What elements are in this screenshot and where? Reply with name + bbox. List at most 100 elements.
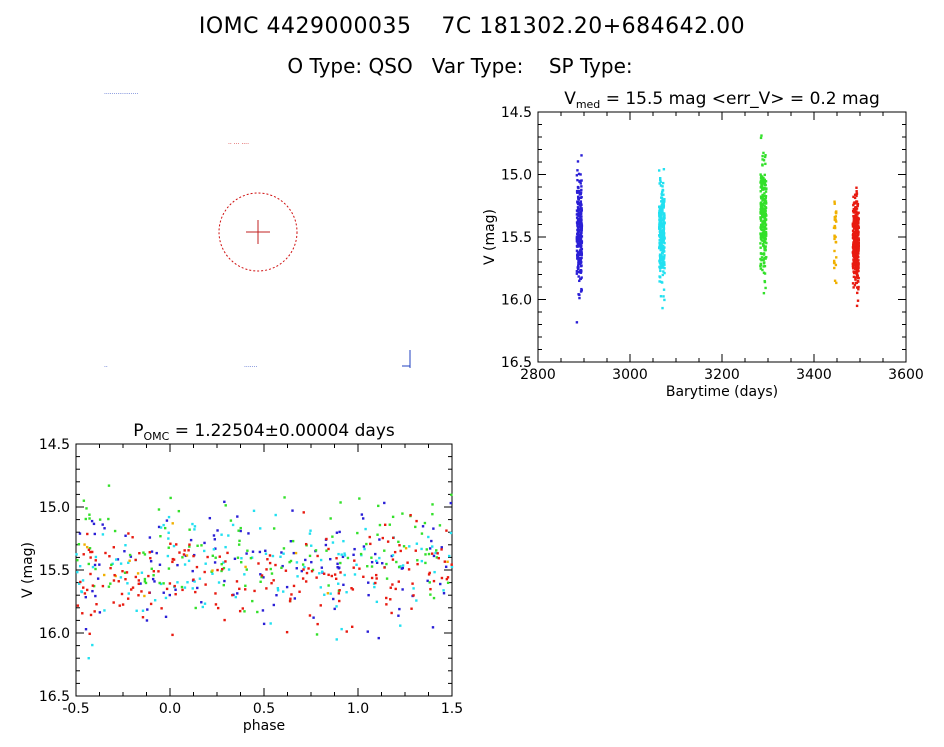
data-point-season5	[82, 586, 85, 589]
data-point-season5	[125, 571, 129, 574]
data-point-season5	[89, 556, 92, 559]
data-point-season1	[367, 593, 370, 597]
data-point-season5	[108, 555, 111, 558]
data-point-season2	[660, 223, 663, 227]
data-point-season5	[131, 586, 135, 589]
data-point-season5	[104, 551, 107, 555]
data-point-season1	[281, 564, 284, 568]
y-tick-label: 15.0	[501, 168, 532, 184]
data-point-season3	[194, 606, 197, 610]
data-point-season5	[319, 604, 322, 607]
data-point-season5	[223, 618, 226, 622]
data-point-season1	[400, 567, 404, 570]
data-point-season3	[314, 549, 318, 552]
data-point-season1	[576, 160, 580, 163]
data-point-season1	[439, 582, 442, 586]
data-point-season5	[117, 580, 120, 583]
data-point-season2	[662, 202, 665, 205]
data-point-season5	[446, 576, 450, 579]
data-point-season1	[576, 190, 579, 193]
data-point-season1	[208, 516, 212, 520]
data-point-season1	[374, 552, 377, 556]
data-point-season5	[375, 577, 378, 580]
data-point-season3	[385, 562, 388, 566]
data-point-season1	[149, 560, 153, 563]
data-point-season3	[764, 154, 767, 157]
data-point-season1	[320, 566, 324, 569]
data-point-season5	[310, 570, 314, 573]
data-point-season3	[764, 248, 767, 252]
data-point-season2	[141, 609, 145, 612]
data-point-season4	[83, 543, 86, 546]
data-point-season3	[763, 173, 766, 177]
data-point-season2	[343, 554, 347, 557]
data-point-season2	[661, 249, 664, 252]
data-point-season2	[662, 193, 665, 196]
data-point-season2	[373, 585, 376, 589]
data-point-season1	[375, 561, 379, 564]
data-point-season5	[195, 565, 199, 569]
data-point-season2	[282, 590, 285, 593]
data-point-season5	[93, 610, 96, 613]
data-point-season1	[579, 204, 582, 207]
data-point-season2	[343, 573, 346, 577]
data-point-season1	[578, 262, 582, 265]
data-point-season2	[342, 539, 345, 543]
data-point-season1	[440, 546, 443, 549]
data-point-season4	[834, 218, 837, 221]
data-point-season3	[259, 580, 262, 583]
data-point-season2	[252, 509, 256, 513]
data-point-season1	[162, 591, 165, 594]
data-point-season3	[229, 519, 233, 522]
data-point-season5	[855, 210, 858, 213]
data-point-season5	[175, 543, 178, 546]
data-point-season2	[274, 513, 277, 517]
data-point-season3	[759, 179, 763, 183]
data-point-season5	[221, 568, 224, 571]
data-point-season3	[760, 256, 764, 259]
data-point-season2	[658, 280, 661, 283]
data-point-season1	[578, 293, 581, 297]
data-point-season5	[855, 304, 859, 308]
data-point-season5	[127, 532, 130, 535]
data-point-season5	[856, 291, 859, 295]
data-point-season5	[851, 282, 855, 285]
data-point-season2	[661, 239, 664, 243]
data-point-season5	[856, 228, 859, 231]
plot-title-main: P	[133, 421, 143, 441]
data-point-season5	[292, 584, 296, 588]
data-point-season2	[76, 570, 79, 574]
data-point-season5	[85, 588, 89, 592]
data-point-season2	[159, 582, 163, 586]
data-point-season3	[402, 545, 406, 548]
data-point-season2	[240, 557, 243, 560]
data-point-season3	[762, 258, 765, 262]
data-point-season1	[421, 525, 425, 528]
data-point-season1	[310, 560, 313, 564]
data-point-season5	[218, 555, 221, 558]
data-point-season2	[663, 217, 666, 220]
data-point-season5	[416, 562, 419, 566]
data-point-season3	[220, 569, 223, 573]
data-point-season2	[187, 559, 191, 563]
data-point-season2	[375, 600, 379, 604]
data-point-season5	[851, 266, 855, 269]
data-point-season3	[761, 154, 764, 158]
data-point-season1	[189, 538, 193, 542]
data-point-season2	[186, 581, 189, 584]
data-point-season3	[283, 496, 286, 499]
data-point-season5	[853, 250, 857, 254]
data-point-season3	[762, 265, 765, 268]
data-point-season3	[764, 223, 767, 227]
data-point-season5	[244, 588, 247, 591]
data-point-season5	[148, 551, 151, 554]
data-point-season3	[423, 521, 427, 525]
data-point-season1	[289, 540, 293, 543]
data-point-season2	[661, 273, 664, 277]
data-point-season5	[316, 622, 319, 626]
data-point-season3	[764, 218, 767, 222]
data-point-season5	[214, 592, 217, 595]
data-point-season2	[659, 258, 662, 261]
data-point-season1	[430, 539, 433, 543]
data-point-season5	[415, 519, 418, 523]
